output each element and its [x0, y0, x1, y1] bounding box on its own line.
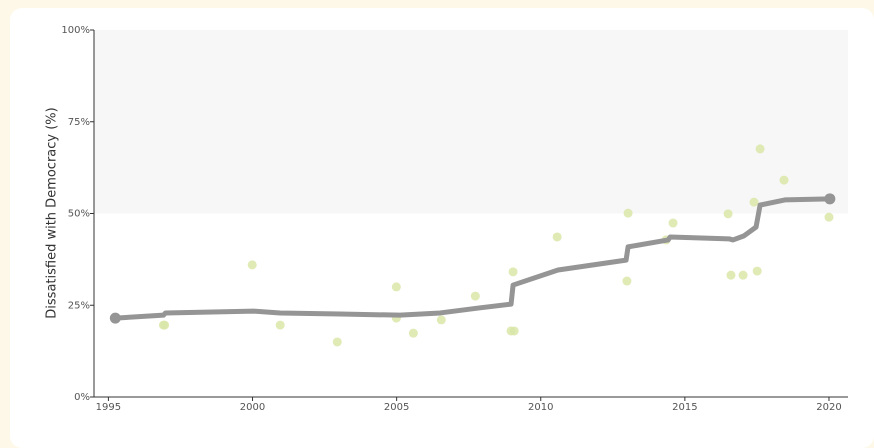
x-tick-label: 2010 — [528, 402, 553, 413]
shaded-band — [94, 30, 848, 214]
x-tick-label: 2015 — [672, 402, 697, 413]
data-point — [508, 267, 518, 277]
data-point — [436, 315, 446, 325]
data-point — [755, 144, 765, 154]
chart: Dissatisfied with Democracy (%) 0% 25% 50%… — [45, 25, 848, 413]
data-point — [824, 212, 834, 222]
page: Dissatisfied with Democracy (%) 0% 25% 50%… — [10, 8, 874, 448]
endpoint — [109, 312, 121, 324]
x-tick-label: 2005 — [384, 402, 409, 413]
y-tick-label: 100% — [61, 25, 90, 36]
data-point — [247, 260, 257, 270]
data-point — [668, 218, 678, 228]
data-point — [738, 270, 748, 280]
data-point — [779, 175, 789, 185]
data-point — [752, 266, 762, 276]
data-point — [749, 197, 759, 207]
data-point — [623, 208, 633, 218]
trend-line — [115, 196, 830, 321]
y-tick-label: 50% — [68, 209, 90, 220]
data-point — [332, 337, 342, 347]
x-tick-label: 1995 — [96, 402, 121, 413]
data-point — [509, 326, 519, 336]
data-point — [408, 328, 418, 338]
endpoint — [824, 193, 836, 205]
y-tick-label: 75% — [68, 117, 90, 128]
data-point — [726, 270, 736, 280]
y-tick-label: 0% — [74, 392, 90, 403]
y-tick-label: 25% — [68, 300, 90, 311]
data-point — [622, 276, 632, 286]
x-tick-label: 2020 — [816, 402, 841, 413]
x-tick-label: 2000 — [240, 402, 265, 413]
data-point — [470, 291, 480, 301]
y-axis-label: Dissatisfied with Democracy (%) — [45, 107, 60, 318]
data-point — [723, 209, 733, 219]
data-point — [160, 320, 170, 330]
data-point — [275, 320, 285, 330]
data-point — [391, 282, 401, 292]
data-point — [552, 232, 562, 242]
